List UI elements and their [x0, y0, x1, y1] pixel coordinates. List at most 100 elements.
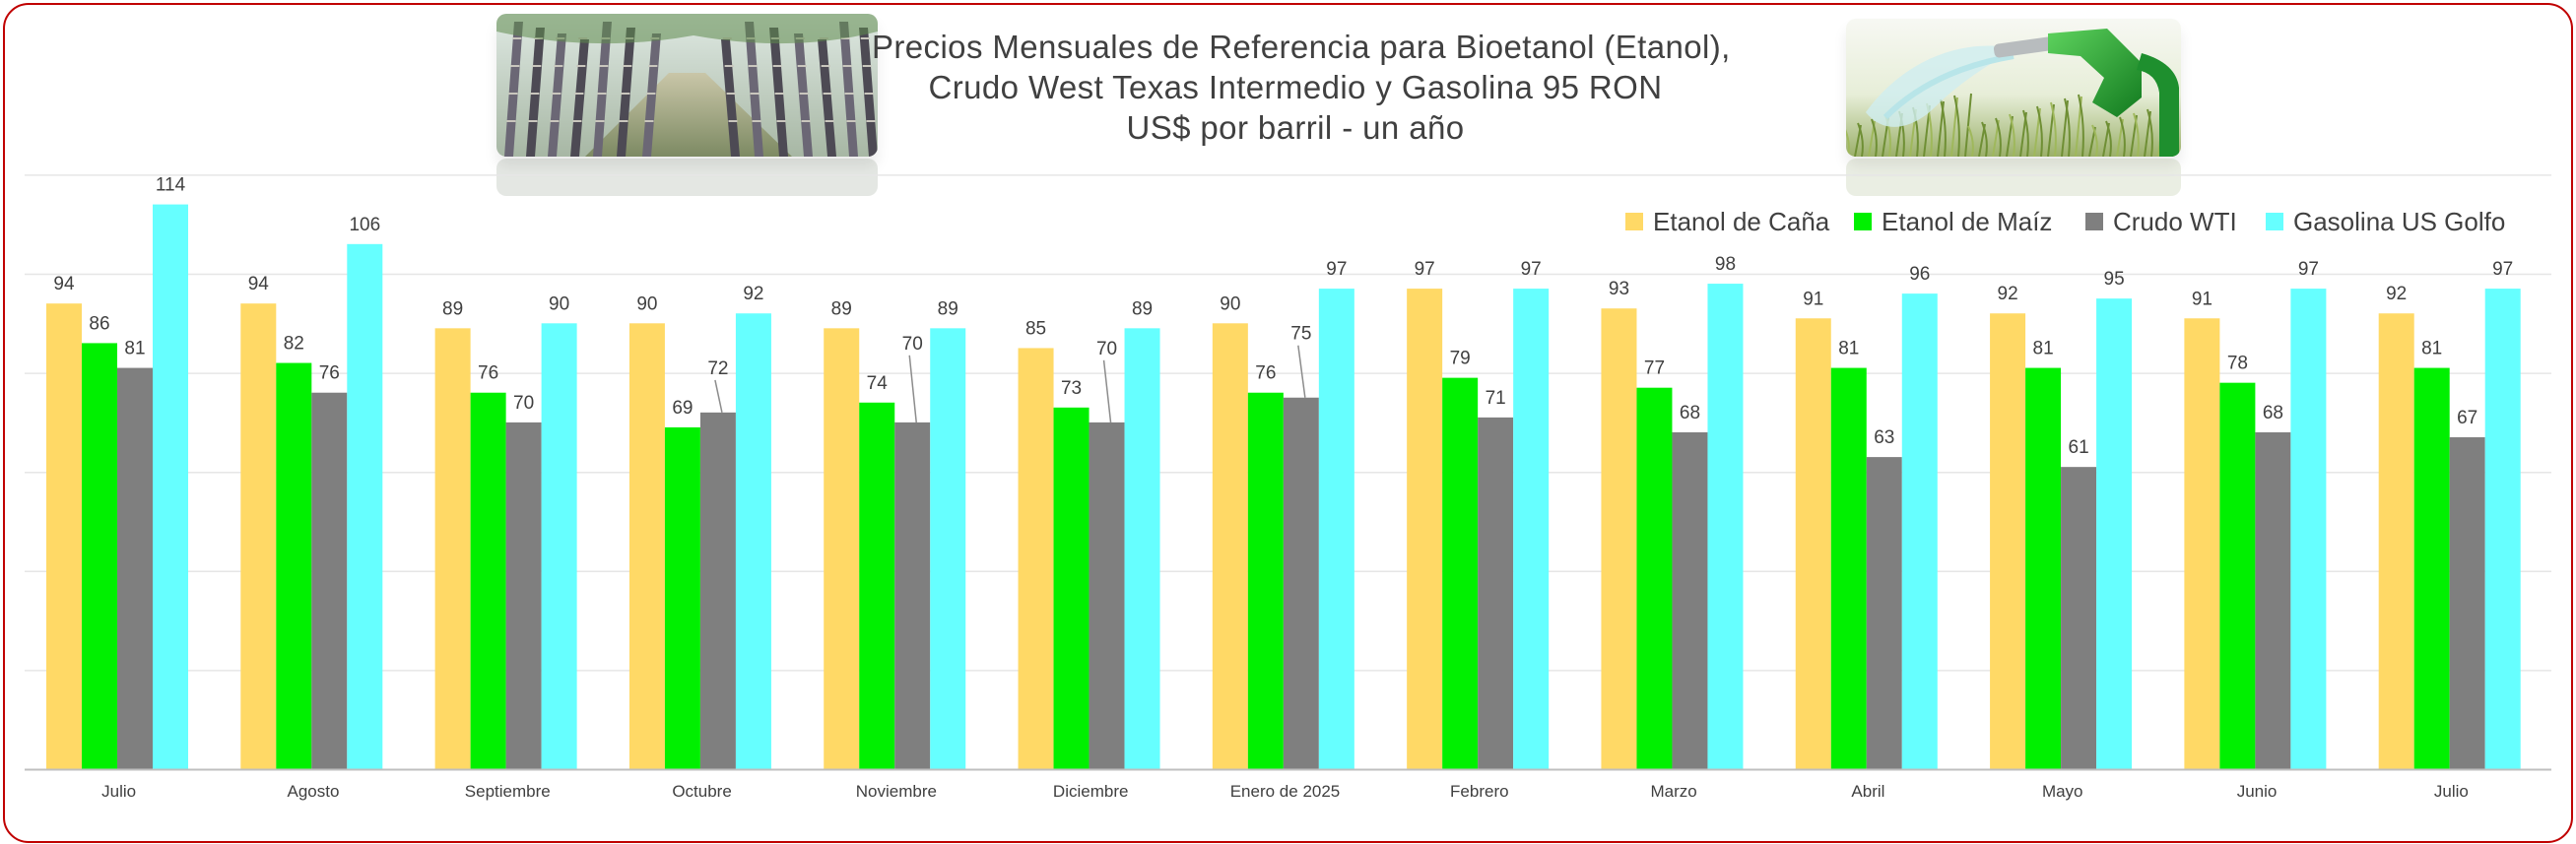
- bar: [824, 328, 860, 769]
- data-label: 91: [2192, 289, 2213, 309]
- data-label: 82: [284, 334, 304, 355]
- data-label: 89: [442, 298, 463, 319]
- bar: [1247, 392, 1284, 769]
- bar: [2255, 431, 2291, 769]
- x-tick-label: Julio: [101, 782, 136, 801]
- data-label: 61: [2069, 437, 2089, 458]
- data-label: 97: [1415, 259, 1435, 280]
- bar: [1672, 431, 1708, 769]
- bar: [1018, 348, 1054, 769]
- bar: [1830, 367, 1867, 769]
- data-label: 70: [513, 393, 534, 414]
- bar: [735, 313, 771, 769]
- data-label: 70: [902, 334, 923, 355]
- x-axis: Julio Agosto Septiembre Octubre Noviembre Dic…: [25, 768, 2551, 801]
- bar: [2061, 467, 2097, 769]
- data-label: 91: [1803, 289, 1823, 309]
- leader-line: [1297, 345, 1306, 398]
- data-label: 69: [672, 398, 693, 419]
- bar: [1318, 289, 1354, 769]
- data-label: 70: [1096, 339, 1117, 359]
- bar: [2413, 367, 2450, 769]
- data-label: 106: [349, 215, 380, 235]
- data-label: 89: [831, 298, 852, 319]
- bar: [1478, 417, 1514, 769]
- data-label: 67: [2457, 408, 2477, 428]
- legend-item: Gasolina US Golfo: [2266, 205, 2505, 238]
- data-labels: 94 86 81 114 94 82 76 106 89 76 70 90 90 69 72 92 89 74 70…: [53, 175, 2513, 459]
- bar: [628, 323, 665, 769]
- x-tick-label: Febrero: [1450, 782, 1509, 801]
- data-label: 79: [1450, 349, 1471, 369]
- data-label: 92: [743, 284, 763, 304]
- bar: [505, 422, 542, 769]
- bar: [1053, 407, 1090, 769]
- bar: [664, 426, 700, 769]
- data-label: 81: [124, 339, 145, 359]
- sugarcane-photo-reflection: [496, 159, 878, 196]
- title-line-2: Crudo West Texas Intermedio y Gasolina 9…: [928, 69, 1663, 105]
- x-tick-label: Septiembre: [465, 782, 551, 801]
- bar: [276, 362, 312, 769]
- bar: [434, 328, 471, 769]
- chart-frame: Precios Mensuales de Referencia para Bio…: [3, 3, 2573, 843]
- legend-item: Etanol de Maíz: [1854, 205, 2052, 238]
- data-label: 76: [478, 363, 498, 384]
- data-label: 75: [1290, 324, 1311, 345]
- bar: [117, 367, 153, 769]
- data-label: 76: [1255, 363, 1276, 384]
- bar: [82, 343, 117, 769]
- legend-label: Gasolina US Golfo: [2293, 206, 2506, 236]
- data-label: 94: [248, 274, 270, 294]
- x-tick-label: Julio: [2434, 782, 2469, 801]
- legend-swatch: [2085, 213, 2103, 230]
- bar: [1990, 313, 2026, 769]
- data-label: 63: [1874, 427, 1894, 448]
- bar: [2025, 367, 2062, 769]
- legend-swatch: [2266, 213, 2283, 230]
- bar: [1212, 323, 1248, 769]
- bar: [2219, 382, 2256, 769]
- x-tick-label: Mayo: [2042, 782, 2083, 801]
- bar: [46, 303, 82, 769]
- x-tick-label: Abril: [1851, 782, 1884, 801]
- data-label: 78: [2227, 354, 2248, 374]
- bars: [46, 204, 2521, 769]
- data-label: 97: [1521, 259, 1542, 280]
- fuel-pump-photo: [1846, 19, 2181, 157]
- bar: [1601, 308, 1637, 769]
- data-label: 68: [1680, 403, 1700, 423]
- bar: [859, 402, 895, 769]
- data-label: 81: [2033, 339, 2054, 359]
- fuel-pump-photo-reflection: [1846, 159, 2181, 196]
- data-label: 74: [867, 373, 889, 394]
- data-label: 98: [1715, 254, 1736, 275]
- bar: [894, 422, 931, 769]
- bar: [2484, 289, 2521, 769]
- legend-label: Crudo WTI: [2113, 206, 2237, 236]
- legend-item: Crudo WTI: [2085, 205, 2237, 238]
- leader-line: [1102, 359, 1112, 422]
- bar: [541, 323, 577, 769]
- data-label: 76: [319, 363, 340, 384]
- bar: [1901, 293, 1938, 769]
- data-label: 73: [1061, 378, 1082, 399]
- data-label: 81: [1838, 339, 1859, 359]
- bar: [1407, 289, 1443, 769]
- x-tick-label: Enero de 2025: [1230, 782, 1341, 801]
- bar: [347, 243, 383, 769]
- legend-item: Etanol de Caña: [1625, 205, 1829, 238]
- leader-line: [908, 355, 917, 422]
- data-label: 89: [1132, 298, 1153, 319]
- data-label: 114: [156, 175, 186, 196]
- bar: [2184, 318, 2220, 769]
- bar: [1089, 422, 1125, 769]
- sugarcane-photo: [496, 14, 878, 157]
- title-line-3: US$ por barril - un año: [1126, 109, 1465, 146]
- x-tick-label: Marzo: [1650, 782, 1696, 801]
- bar: [1795, 318, 1831, 769]
- x-tick-label: Diciembre: [1053, 782, 1129, 801]
- legend-label: Etanol de Caña: [1653, 206, 1830, 236]
- data-label: 77: [1644, 358, 1665, 379]
- x-tick-label: Octubre: [672, 782, 731, 801]
